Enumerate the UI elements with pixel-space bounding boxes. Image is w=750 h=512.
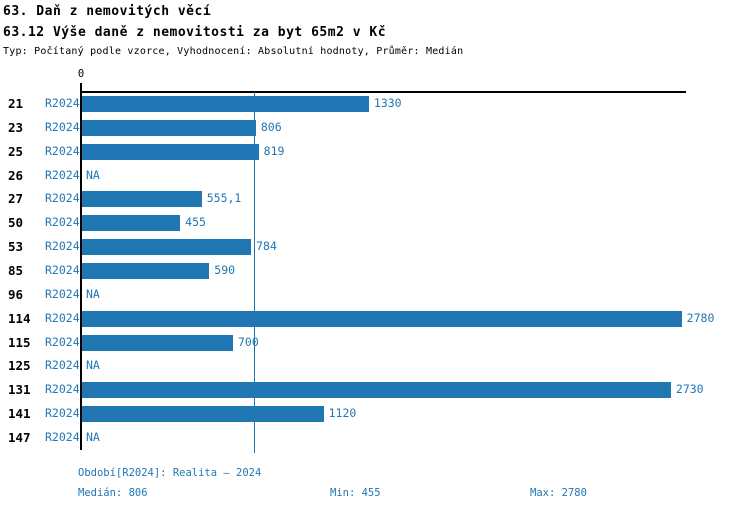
na-value-label: NA — [86, 358, 100, 373]
value-bar — [82, 406, 324, 423]
row-category-label: 147 — [8, 430, 31, 446]
report-section-title: 63. Daň z nemovitých věcí — [3, 4, 212, 19]
row-category-label: 131 — [8, 382, 31, 398]
chart-row: 131 R2024 2730 — [0, 378, 750, 402]
chart-row: 26 R2024 NA — [0, 164, 750, 188]
bar-value-label: 455 — [185, 215, 206, 230]
value-bar — [82, 262, 210, 279]
row-category-label: 125 — [8, 358, 31, 374]
value-bar — [82, 382, 671, 399]
row-category-label: 26 — [8, 167, 24, 183]
footer-min-stat: Min: 455 — [330, 487, 381, 499]
row-series-label: R2024 — [45, 191, 80, 206]
bar-value-label: 700 — [238, 334, 259, 349]
row-series-label: R2024 — [45, 430, 80, 445]
footer-period-label: Období[R2024]: Realita – 2024 — [78, 467, 262, 479]
chart-row: 25 R2024 819 — [0, 140, 750, 164]
bar-value-label: 2780 — [686, 310, 715, 325]
row-category-label: 141 — [8, 406, 31, 422]
bar-value-label: 1330 — [373, 96, 402, 110]
row-category-label: 23 — [8, 119, 24, 135]
row-series-label: R2024 — [45, 119, 80, 134]
value-bar — [82, 191, 202, 208]
bar-chart-rows: 21 R2024 1330 23 R2024 806 25 R2024 819 26 R2024 NA… — [0, 92, 750, 450]
row-category-label: 50 — [8, 215, 24, 231]
na-value-label: NA — [86, 430, 100, 445]
row-series-label: R2024 — [45, 239, 80, 254]
bar-value-label: 590 — [214, 263, 236, 278]
value-bar — [82, 239, 252, 256]
chart-row: 125 R2024 NA — [0, 354, 750, 378]
row-category-label: 85 — [8, 263, 24, 279]
na-value-label: NA — [86, 167, 100, 182]
row-series-label: R2024 — [45, 382, 80, 397]
bar-value-label: 1120 — [328, 406, 357, 421]
na-value-label: NA — [86, 286, 100, 301]
row-category-label: 53 — [8, 239, 24, 255]
chart-row: 115 R2024 700 — [0, 331, 750, 355]
row-series-label: R2024 — [45, 358, 80, 373]
row-series-label: R2024 — [45, 143, 80, 158]
chart-row: 114 R2024 2780 — [0, 307, 750, 331]
row-category-label: 114 — [8, 310, 31, 326]
footer-max-stat: Max: 2780 — [530, 487, 587, 499]
chart-title: 63.12 Výše daně z nemovitosti za byt 65m… — [3, 25, 387, 40]
row-series-label: R2024 — [45, 334, 80, 349]
row-category-label: 21 — [8, 96, 24, 111]
chart-row: 23 R2024 806 — [0, 116, 750, 140]
row-category-label: 96 — [8, 286, 24, 302]
chart-meta-line: Typ: Počítaný podle vzorce, Vyhodnocení:… — [3, 46, 464, 57]
chart-row: 147 R2024 NA — [0, 426, 750, 450]
row-series-label: R2024 — [45, 406, 80, 421]
bar-value-label: 806 — [260, 119, 282, 134]
chart-row: 53 R2024 784 — [0, 235, 750, 259]
row-series-label: R2024 — [45, 286, 80, 301]
x-axis-zero-tick-label: 0 — [77, 68, 85, 80]
footer-median-stat: Medián: 806 — [78, 487, 148, 499]
median-reference-line — [253, 92, 256, 453]
bar-value-label: 555,1 — [206, 191, 242, 206]
row-category-label: 27 — [8, 191, 24, 207]
value-bar — [82, 143, 259, 160]
chart-row: 85 R2024 590 — [0, 259, 750, 283]
bar-value-label: 784 — [256, 239, 277, 254]
row-category-label: 115 — [8, 334, 31, 350]
row-series-label: R2024 — [45, 263, 80, 278]
row-series-label: R2024 — [45, 96, 80, 110]
row-series-label: R2024 — [45, 215, 80, 230]
row-category-label: 25 — [8, 143, 24, 159]
row-series-label: R2024 — [45, 167, 80, 182]
bar-value-label: 2730 — [675, 382, 704, 397]
value-bar — [82, 119, 256, 136]
value-bar — [82, 310, 682, 327]
value-bar — [82, 334, 233, 351]
chart-row: 141 R2024 1120 — [0, 402, 750, 426]
value-bar — [82, 95, 369, 112]
y-axis-line — [80, 83, 82, 450]
chart-row: 96 R2024 NA — [0, 283, 750, 307]
chart-row: 27 R2024 555,1 — [0, 187, 750, 211]
row-series-label: R2024 — [45, 310, 80, 325]
value-bar — [82, 215, 181, 232]
bar-value-label: 819 — [263, 143, 285, 158]
chart-row: 50 R2024 455 — [0, 211, 750, 235]
chart-row: 21 R2024 1330 — [0, 92, 750, 116]
x-axis-line — [80, 91, 686, 93]
